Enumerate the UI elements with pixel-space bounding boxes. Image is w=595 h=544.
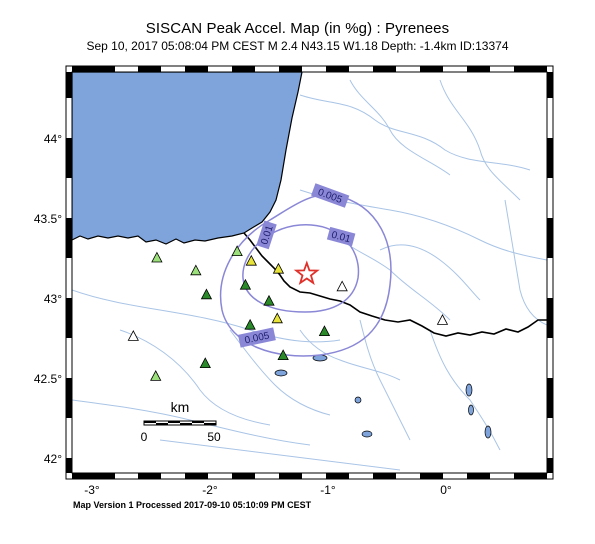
reservoirs bbox=[274, 354, 492, 439]
map-frame bbox=[65, 65, 554, 480]
y-tick-label: 42° bbox=[44, 452, 62, 466]
scale-bar: km 0 50 bbox=[141, 399, 221, 444]
scale-start-label: 0 bbox=[141, 430, 148, 444]
x-tick-label: -1° bbox=[320, 483, 336, 497]
station-marker[interactable] bbox=[239, 278, 252, 290]
contour-labels: 0.005 0.01 0.01 0.005 bbox=[237, 183, 356, 348]
international-border bbox=[243, 232, 547, 337]
scale-end-label: 50 bbox=[207, 430, 221, 444]
seismic-stations bbox=[127, 245, 449, 381]
contour-label-4: 0.005 bbox=[237, 327, 276, 348]
station-marker[interactable] bbox=[271, 312, 283, 324]
station-marker[interactable] bbox=[245, 254, 257, 266]
station-marker[interactable] bbox=[318, 325, 331, 337]
pga-contours bbox=[220, 193, 392, 357]
station-marker[interactable] bbox=[231, 245, 243, 257]
station-marker[interactable] bbox=[190, 264, 202, 276]
x-tick-label: -2° bbox=[202, 483, 218, 497]
scale-unit: km bbox=[171, 399, 190, 415]
x-tick-label: 0° bbox=[440, 483, 452, 497]
contour-label-text: 0.005 bbox=[244, 330, 271, 346]
station-marker[interactable] bbox=[127, 330, 139, 341]
station-marker[interactable] bbox=[150, 370, 162, 381]
station-marker[interactable] bbox=[244, 318, 256, 330]
contour-label-text: 0.01 bbox=[330, 230, 352, 246]
station-marker[interactable] bbox=[436, 314, 449, 325]
y-tick-labels: 44° 43.5° 43° 42.5° 42° bbox=[34, 132, 62, 466]
y-tick-label: 43° bbox=[44, 292, 62, 306]
map-subtitle: Sep 10, 2017 05:08:04 PM CEST M 2.4 N43.… bbox=[86, 39, 509, 53]
station-marker[interactable] bbox=[263, 294, 275, 306]
station-marker[interactable] bbox=[200, 288, 213, 300]
x-tick-labels: -3° -2° -1° 0° bbox=[84, 483, 452, 497]
station-marker[interactable] bbox=[199, 357, 211, 369]
station-marker[interactable] bbox=[336, 280, 348, 292]
y-tick-label: 44° bbox=[44, 132, 62, 146]
map-title: SISCAN Peak Accel. Map (in %g) : Pyrenee… bbox=[145, 20, 450, 37]
contour-0005 bbox=[220, 193, 392, 357]
map-version-footer: Map Version 1 Processed 2017-09-10 05:10… bbox=[73, 500, 312, 510]
x-tick-label: -3° bbox=[84, 483, 100, 497]
y-tick-label: 43.5° bbox=[34, 212, 62, 226]
station-marker[interactable] bbox=[272, 262, 285, 274]
station-marker[interactable] bbox=[277, 349, 289, 361]
y-tick-label: 42.5° bbox=[34, 372, 62, 386]
contour-001 bbox=[242, 224, 360, 313]
sea-area bbox=[72, 72, 303, 245]
epicenter-star[interactable] bbox=[293, 260, 320, 286]
station-marker[interactable] bbox=[151, 251, 163, 263]
